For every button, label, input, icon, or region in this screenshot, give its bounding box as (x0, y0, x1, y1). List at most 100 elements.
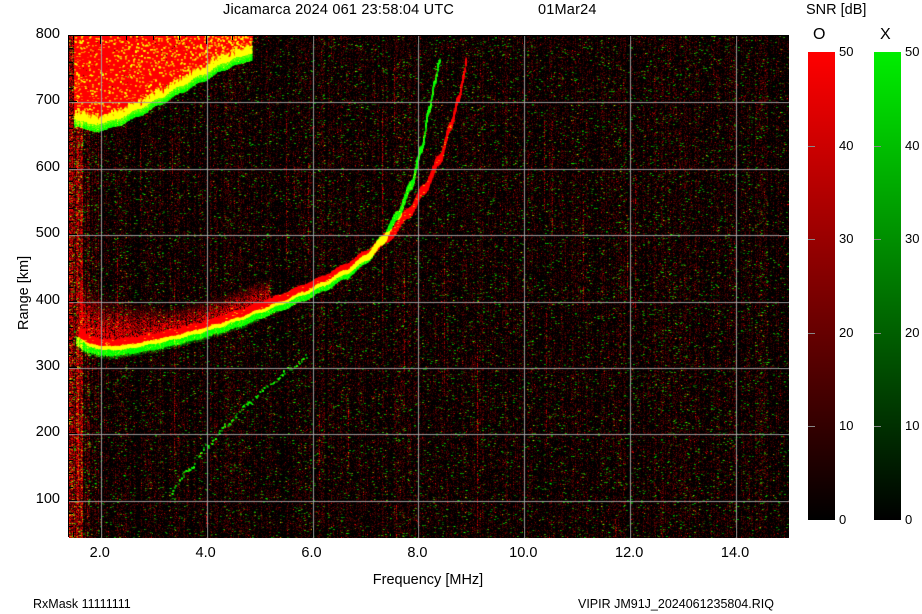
x-tick (496, 35, 498, 40)
y-tick (779, 101, 788, 103)
x-tick (735, 35, 737, 44)
x-tick (311, 528, 313, 537)
colorbar-tick-label: 0 (839, 512, 847, 527)
y-tick (68, 88, 73, 90)
y-tick-label: 500 (35, 225, 60, 242)
x-tick (126, 35, 128, 40)
y-tick (68, 101, 77, 103)
y-tick (68, 274, 73, 276)
y-tick (68, 260, 73, 262)
colorbar-tick-mark (808, 145, 815, 147)
y-tick (783, 420, 788, 422)
y-tick (68, 154, 73, 156)
y-tick (68, 181, 73, 183)
y-tick (779, 300, 788, 302)
x-tick-label: 14.0 (720, 545, 750, 561)
y-tick (783, 207, 788, 209)
y-tick (783, 220, 788, 222)
colorbar-tick-mark (808, 426, 815, 428)
y-tick (783, 260, 788, 262)
y-tick-label: 700 (35, 92, 60, 109)
y-tick (783, 340, 788, 342)
colorbar-tick-label: 30 (839, 231, 854, 247)
colorbar-x-mode-label: X (880, 26, 891, 43)
y-tick (68, 420, 73, 422)
x-tick-label: 6.0 (301, 545, 322, 561)
y-tick (783, 141, 788, 143)
x-tick (549, 35, 551, 40)
colorbar-o-mode[interactable] (808, 52, 835, 520)
colorbar-tick-mark (874, 145, 881, 147)
colorbar-tick-label: 30 (905, 231, 920, 247)
x-tick (602, 35, 604, 40)
y-tick-label: 800 (35, 26, 60, 42)
y-tick (783, 313, 788, 315)
y-tick (68, 459, 73, 461)
y-tick (783, 526, 788, 528)
y-tick (68, 167, 77, 169)
x-tick (549, 532, 551, 537)
x-tick (311, 35, 313, 44)
x-tick (205, 528, 207, 537)
y-tick-label: 600 (35, 158, 60, 175)
y-tick (68, 406, 73, 408)
x-tick (338, 35, 339, 40)
x-tick (443, 35, 445, 40)
colorbar-tick-mark (808, 239, 815, 241)
y-tick (779, 35, 788, 36)
y-tick (68, 499, 77, 501)
colorbar-tick-label: 20 (839, 324, 854, 340)
y-tick (783, 446, 788, 448)
x-tick (655, 35, 657, 40)
x-tick (470, 35, 472, 40)
ionogram-plot-area[interactable] (68, 35, 789, 538)
x-tick-label: 8.0 (407, 545, 428, 561)
y-tick (783, 181, 788, 183)
x-tick (152, 532, 154, 537)
x-tick (73, 532, 75, 537)
colorbar-tick-label: 50 (839, 44, 854, 59)
x-tick (576, 532, 578, 537)
y-tick (68, 393, 73, 395)
x-tick (179, 532, 181, 537)
x-tick (364, 532, 366, 537)
x-tick (761, 35, 763, 40)
x-tick (682, 532, 684, 537)
y-tick (68, 127, 73, 129)
ionogram-canvas (69, 36, 789, 538)
y-tick (68, 141, 73, 143)
x-tick (655, 532, 657, 537)
x-tick (523, 528, 525, 537)
page-title: Jicamarca 2024 061 23:58:04 UTC (223, 2, 455, 18)
x-tick (576, 35, 578, 40)
source-file-label: VIPIR JM91J_2024061235804.RIQ (578, 597, 774, 611)
y-tick (68, 353, 73, 355)
colorbar-tick-label: 10 (839, 418, 854, 434)
x-axis-title: Frequency [MHz] (372, 572, 484, 588)
y-tick (783, 48, 788, 50)
y-tick (68, 48, 73, 50)
y-tick (783, 88, 788, 90)
colorbar-tick-mark (874, 332, 881, 334)
y-tick (783, 274, 788, 276)
x-tick (602, 532, 604, 537)
x-tick (258, 35, 260, 40)
x-tick (417, 35, 419, 44)
y-tick (779, 499, 788, 501)
y-tick (783, 459, 788, 461)
colorbar-x-mode[interactable] (874, 52, 901, 520)
x-tick (761, 532, 763, 537)
y-tick (783, 393, 788, 395)
y-tick (783, 127, 788, 129)
colorbar-o-mode-label: O (813, 26, 826, 43)
x-tick (73, 35, 75, 40)
colorbar-tick-label: 10 (905, 418, 920, 434)
x-tick (708, 35, 710, 40)
x-tick (443, 532, 445, 537)
y-tick (68, 486, 73, 488)
y-tick (779, 367, 788, 368)
y-tick-label: 300 (35, 358, 60, 374)
x-tick-label: 12.0 (615, 545, 644, 561)
x-tick-label: 10.0 (509, 545, 538, 561)
